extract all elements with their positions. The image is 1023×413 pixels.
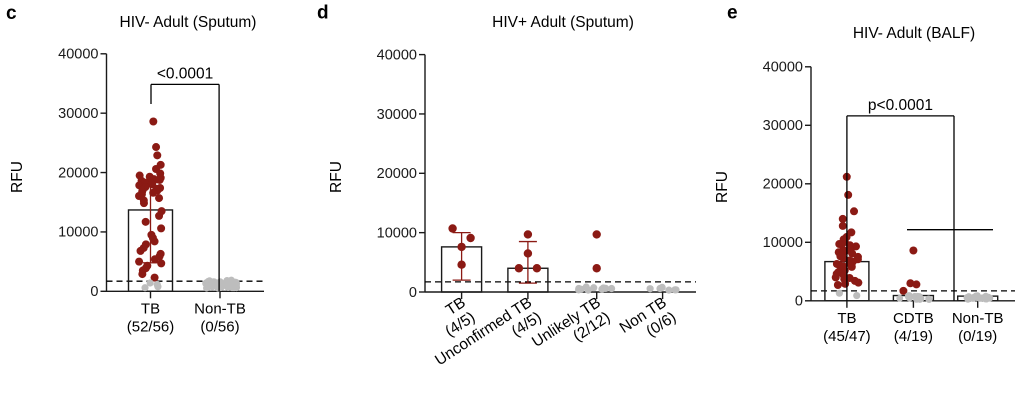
svg-text:(0/56): (0/56): [200, 318, 239, 335]
svg-text:40000: 40000: [377, 47, 417, 63]
svg-text:(0/19): (0/19): [958, 328, 997, 345]
svg-text:Non-TB: Non-TB: [952, 310, 1004, 327]
svg-text:30000: 30000: [58, 106, 98, 122]
svg-text:c: c: [6, 3, 17, 24]
svg-text:<0.0001: <0.0001: [157, 65, 213, 82]
svg-text:30000: 30000: [377, 107, 417, 123]
svg-text:10000: 10000: [58, 225, 98, 241]
svg-text:TB: TB: [837, 310, 856, 327]
svg-text:10000: 10000: [763, 235, 803, 251]
svg-text:10000: 10000: [377, 225, 417, 241]
svg-text:RFU: RFU: [328, 161, 345, 193]
svg-text:(45/47): (45/47): [823, 328, 871, 345]
svg-text:CDTB: CDTB: [893, 310, 934, 327]
svg-text:0: 0: [409, 285, 417, 301]
svg-text:20000: 20000: [763, 177, 803, 193]
svg-text:RFU: RFU: [9, 161, 26, 193]
svg-text:RFU: RFU: [714, 171, 731, 203]
svg-text:Non-TB: Non-TB: [194, 300, 246, 317]
svg-text:20000: 20000: [58, 165, 98, 181]
svg-text:0: 0: [90, 284, 98, 300]
svg-text:40000: 40000: [58, 47, 98, 63]
svg-text:(52/56): (52/56): [127, 318, 175, 335]
svg-text:TB: TB: [141, 300, 160, 317]
svg-text:e: e: [727, 3, 738, 24]
svg-text:HIV- Adult (BALF): HIV- Adult (BALF): [853, 25, 975, 42]
svg-text:p<0.0001: p<0.0001: [868, 97, 933, 114]
svg-text:0: 0: [795, 294, 803, 310]
svg-text:30000: 30000: [763, 118, 803, 134]
svg-text:d: d: [317, 3, 329, 24]
svg-text:40000: 40000: [763, 60, 803, 76]
svg-text:20000: 20000: [377, 166, 417, 182]
svg-text:HIV+ Adult (Sputum): HIV+ Adult (Sputum): [492, 14, 634, 31]
svg-text:(4/19): (4/19): [894, 328, 933, 345]
svg-text:HIV- Adult (Sputum): HIV- Adult (Sputum): [120, 14, 257, 31]
